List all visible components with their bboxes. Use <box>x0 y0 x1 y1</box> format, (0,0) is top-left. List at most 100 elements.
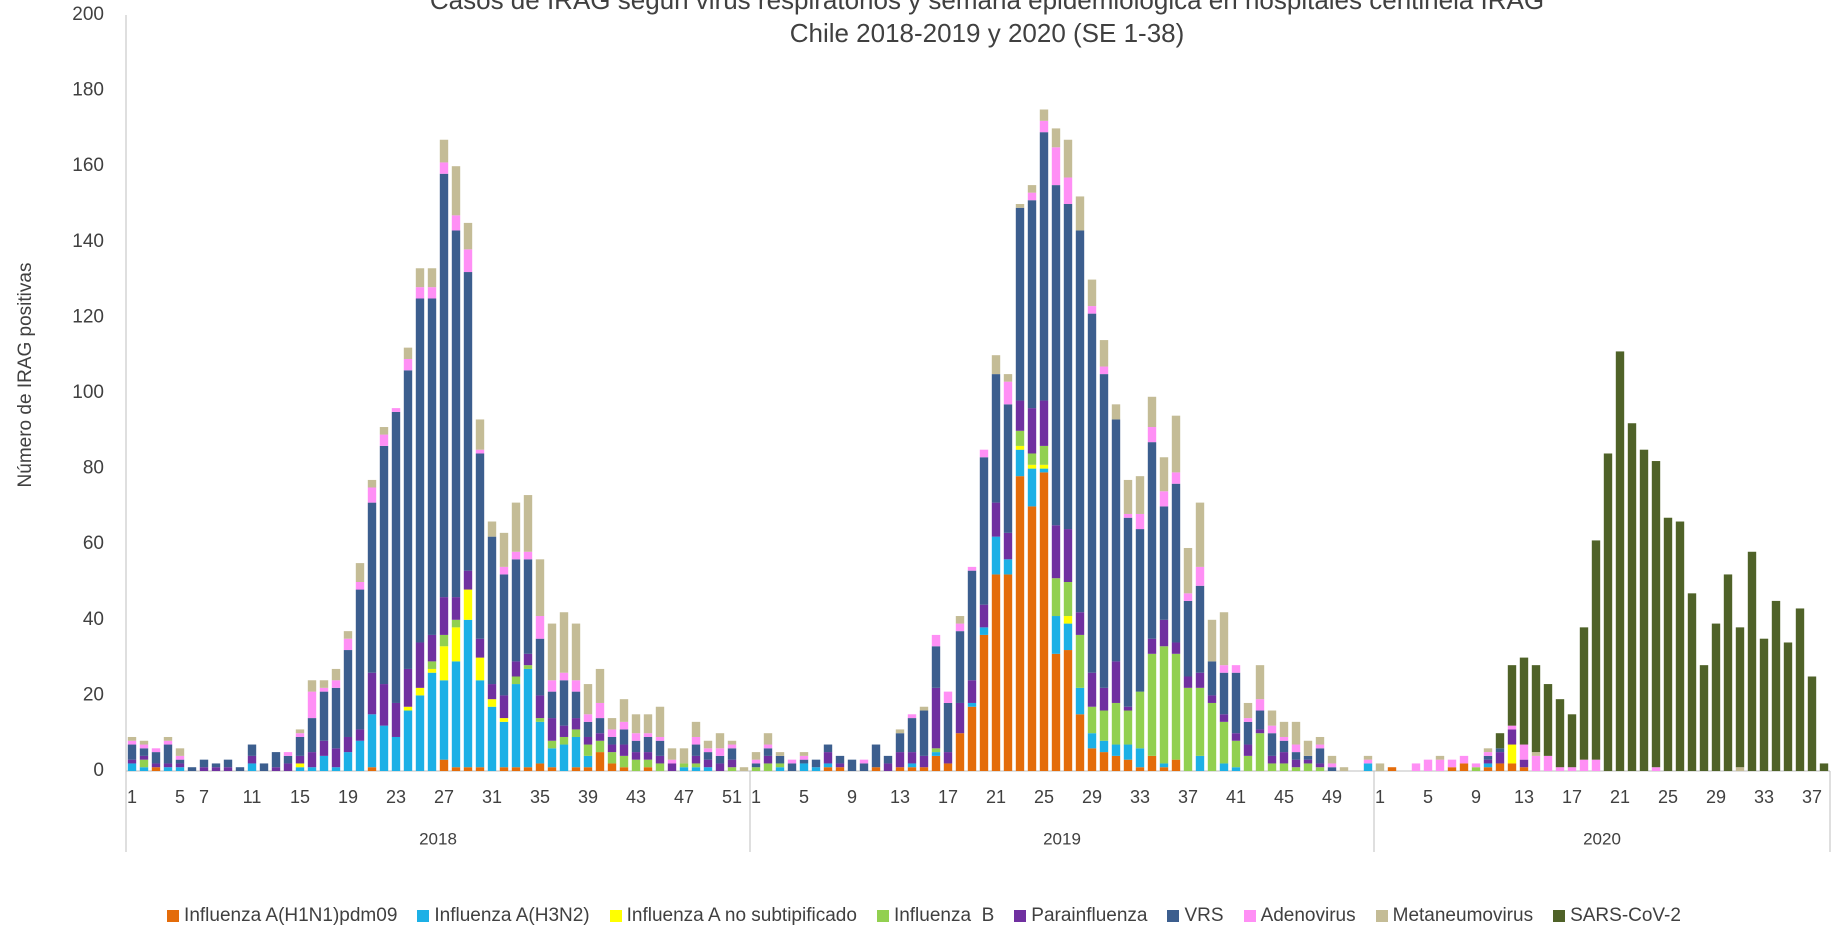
bar-segment <box>1159 457 1169 492</box>
bar-segment <box>607 718 617 730</box>
bar-segment <box>511 551 521 560</box>
bar-segment <box>1267 733 1277 756</box>
bar-segment <box>883 763 893 771</box>
bar-segment <box>475 767 485 771</box>
bar-segment <box>643 759 653 768</box>
bar-segment <box>835 755 845 764</box>
bar-segment <box>1111 755 1121 771</box>
bar-segment <box>187 767 197 771</box>
bar-segment <box>475 680 485 768</box>
bar-segment <box>1807 676 1817 771</box>
x-tick-label: 7 <box>199 787 209 807</box>
bar-segment <box>559 612 569 673</box>
bar-segment <box>1243 718 1253 722</box>
bar-segment <box>523 767 533 771</box>
bar-segment <box>1555 767 1565 771</box>
bar-segment <box>127 736 137 741</box>
bar-segment <box>175 763 185 768</box>
bar-segment <box>1135 748 1145 768</box>
bar-segment <box>1483 755 1493 760</box>
bar-segment <box>367 502 377 673</box>
bar-segment <box>1123 479 1133 514</box>
bar-segment <box>619 755 629 768</box>
bar-segment <box>1363 759 1373 764</box>
bar-segment <box>1459 755 1469 764</box>
legend-swatch <box>1167 910 1180 922</box>
bar-segment <box>547 740 557 749</box>
bar-segment <box>403 706 413 711</box>
legend-label: Adenovirus <box>1260 905 1356 926</box>
bar-segment <box>1159 767 1169 771</box>
bar-segment <box>1075 612 1085 635</box>
bar-segment <box>1027 468 1037 507</box>
bar-segment <box>931 646 941 688</box>
bar-segment <box>499 532 509 567</box>
bar-segment <box>1531 755 1541 771</box>
bar-segment <box>1819 763 1829 771</box>
bar-segment <box>751 759 761 764</box>
bar-segment <box>991 536 1001 575</box>
bar-segment <box>811 767 821 771</box>
y-tick-label: 40 <box>83 609 104 630</box>
bar-segment <box>643 733 653 737</box>
bar-segment <box>463 272 473 571</box>
bar-segment <box>355 563 365 582</box>
legend-label: Influenza A no subtipificado <box>626 905 857 926</box>
bar-segment <box>511 767 521 771</box>
bar-segment <box>283 755 293 764</box>
bar-segment <box>1303 740 1313 756</box>
bar-segment <box>571 680 581 692</box>
bar-segment <box>499 695 509 719</box>
bar-segment <box>139 740 149 745</box>
legend: Influenza A(H1N1)pdm09 Influenza A(H3N2) I… <box>0 905 1848 927</box>
bar-segment <box>1363 763 1373 771</box>
bar-segment <box>643 736 653 753</box>
bar-segment <box>967 706 977 771</box>
x-tick-label: 23 <box>386 787 406 807</box>
bar-segment <box>631 752 641 760</box>
bar-segment <box>763 755 773 764</box>
bar-segment <box>271 767 281 771</box>
bar-segment <box>355 582 365 590</box>
bar-segment <box>607 744 617 753</box>
bar-segment <box>139 755 149 760</box>
bar-segment <box>427 287 437 299</box>
bar-segment <box>571 718 581 730</box>
bar-segment <box>1219 612 1229 666</box>
bar-segment <box>1651 767 1661 771</box>
bar-segment <box>559 736 569 745</box>
bar-segment <box>1111 744 1121 756</box>
x-tick-label: 17 <box>1562 787 1582 807</box>
bar-segment <box>1099 740 1109 753</box>
bar-segment <box>343 638 353 651</box>
bar-segment <box>175 759 185 764</box>
bar-segment <box>1195 502 1205 567</box>
bar-segment <box>1003 374 1013 382</box>
bar-segment <box>511 559 521 662</box>
bar-segment <box>1111 419 1121 662</box>
bar-segment <box>763 748 773 756</box>
bar-segment <box>1795 608 1805 771</box>
bar-segment <box>535 638 545 696</box>
bar-segment <box>127 763 137 771</box>
bar-segment <box>1123 710 1133 745</box>
bar-segment <box>355 729 365 741</box>
bar-segment <box>367 767 377 771</box>
bar-segment <box>967 702 977 707</box>
bar-segment <box>1219 672 1229 715</box>
bar-segment <box>127 744 137 760</box>
y-tick-label: 120 <box>72 306 104 327</box>
bar-segment <box>1219 763 1229 771</box>
bar-segment <box>1135 513 1145 530</box>
bar-segment <box>259 763 269 771</box>
bar-segment <box>1579 627 1589 760</box>
bar-segment <box>1495 752 1505 764</box>
bar-segment <box>535 718 545 722</box>
bar-segment <box>1087 672 1097 707</box>
bar-segment <box>1279 740 1289 753</box>
bar-segment <box>319 755 329 771</box>
x-tick-label: 9 <box>847 787 857 807</box>
bar-segment <box>1171 415 1181 473</box>
bar-segment <box>127 759 137 764</box>
bar-segment <box>379 684 389 726</box>
